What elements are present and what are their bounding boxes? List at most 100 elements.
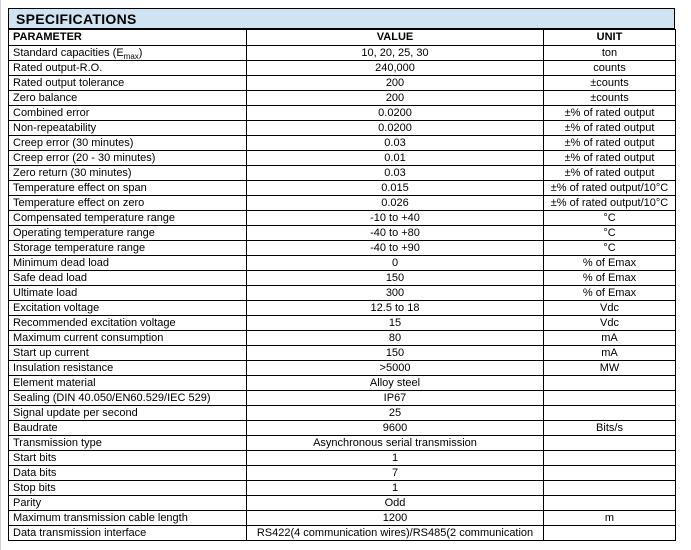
value-cell: 25 bbox=[246, 405, 544, 421]
table-row: Operating temperature range -40 to +80 °… bbox=[8, 225, 676, 241]
unit-cell: % of Emax bbox=[543, 285, 676, 301]
table-row: Standard capacities (Emax) 10, 20, 25, 3… bbox=[8, 45, 676, 61]
table-row: Temperature effect on span 0.015 ±% of r… bbox=[8, 180, 676, 196]
unit-cell: ±% of rated output bbox=[543, 105, 676, 121]
param-cell: Excitation voltage bbox=[8, 300, 247, 316]
spec-table-body: Standard capacities (Emax) 10, 20, 25, 3… bbox=[8, 45, 676, 541]
table-row: Rated output-R.O. 240,000 counts bbox=[8, 60, 676, 76]
specifications-section: SPECIFICATIONS PARAMETER VALUE UNIT Stan… bbox=[8, 8, 676, 541]
table-row: Ultimate load 300 % of Emax bbox=[8, 285, 676, 301]
table-row: Parity Odd bbox=[8, 495, 676, 511]
table-row: Stop bits 1 bbox=[8, 480, 676, 496]
table-row: Maximum transmission cable length 1200 m bbox=[8, 510, 676, 526]
specifications-title: SPECIFICATIONS bbox=[16, 10, 137, 27]
table-row: Minimum dead load 0 % of Emax bbox=[8, 255, 676, 271]
value-cell: 0.01 bbox=[246, 150, 544, 166]
param-cell: Zero balance bbox=[8, 90, 247, 106]
param-cell: Non-repeatability bbox=[8, 120, 247, 136]
param-cell: Insulation resistance bbox=[8, 360, 247, 376]
unit-cell: °C bbox=[543, 225, 676, 241]
table-row: Zero balance 200 ±counts bbox=[8, 90, 676, 106]
value-cell: 9600 bbox=[246, 420, 544, 436]
value-cell: -40 to +80 bbox=[246, 225, 544, 241]
param-cell: Rated output-R.O. bbox=[8, 60, 247, 76]
unit-cell: ±% of rated output bbox=[543, 150, 676, 166]
unit-cell bbox=[543, 375, 676, 391]
param-cell: Creep error (20 - 30 minutes) bbox=[8, 150, 247, 166]
unit-cell bbox=[543, 435, 676, 451]
table-row: Temperature effect on zero 0.026 ±% of r… bbox=[8, 195, 676, 211]
value-cell: 240,000 bbox=[246, 60, 544, 76]
value-cell: 1200 bbox=[246, 510, 544, 526]
value-cell: 0.015 bbox=[246, 180, 544, 196]
param-cell: Start bits bbox=[8, 450, 247, 466]
specifications-header: SPECIFICATIONS bbox=[8, 8, 675, 29]
unit-cell: ±% of rated output/10°C bbox=[543, 180, 676, 196]
unit-cell: counts bbox=[543, 60, 676, 76]
unit-cell: Vdc bbox=[543, 315, 676, 331]
value-cell: 0.03 bbox=[246, 135, 544, 151]
unit-cell: Bits/s bbox=[543, 420, 676, 436]
table-row: Safe dead load 150 % of Emax bbox=[8, 270, 676, 286]
table-row: Rated output tolerance 200 ±counts bbox=[8, 75, 676, 91]
param-cell: Compensated temperature range bbox=[8, 210, 247, 226]
unit-cell: Vdc bbox=[543, 300, 676, 316]
param-cell: Temperature effect on span bbox=[8, 180, 247, 196]
unit-cell: m bbox=[543, 510, 676, 526]
param-cell: Combined error bbox=[8, 105, 247, 121]
table-row: Creep error (30 minutes) 0.03 ±% of rate… bbox=[8, 135, 676, 151]
table-row: Data bits 7 bbox=[8, 465, 676, 481]
unit-cell bbox=[543, 525, 676, 541]
table-row: Recommended excitation voltage 15 Vdc bbox=[8, 315, 676, 331]
param-cell: Sealing (DIN 40.050/EN60.529/IEC 529) bbox=[8, 390, 247, 406]
value-cell: RS422(4 communication wires)/RS485(2 com… bbox=[246, 525, 544, 541]
table-row: Excitation voltage 12.5 to 18 Vdc bbox=[8, 300, 676, 316]
specifications-table: PARAMETER VALUE UNIT Standard capacities… bbox=[8, 29, 676, 541]
header-row: PARAMETER VALUE UNIT bbox=[8, 29, 676, 46]
table-row: Creep error (20 - 30 minutes) 0.01 ±% of… bbox=[8, 150, 676, 166]
unit-cell: °C bbox=[543, 240, 676, 256]
table-row: Sealing (DIN 40.050/EN60.529/IEC 529) IP… bbox=[8, 390, 676, 406]
param-cell: Safe dead load bbox=[8, 270, 247, 286]
table-row: Signal update per second 25 bbox=[8, 405, 676, 421]
value-cell: 0.0200 bbox=[246, 105, 544, 121]
param-cell: Data bits bbox=[8, 465, 247, 481]
value-cell: Odd bbox=[246, 495, 544, 511]
param-cell: Stop bits bbox=[8, 480, 247, 496]
value-cell: 200 bbox=[246, 75, 544, 91]
unit-cell bbox=[543, 390, 676, 406]
param-cell: Rated output tolerance bbox=[8, 75, 247, 91]
column-header-value: VALUE bbox=[246, 29, 544, 46]
param-cell: Creep error (30 minutes) bbox=[8, 135, 247, 151]
value-cell: 0.026 bbox=[246, 195, 544, 211]
unit-cell bbox=[543, 495, 676, 511]
unit-cell: mA bbox=[543, 330, 676, 346]
unit-cell bbox=[543, 480, 676, 496]
column-header-unit: UNIT bbox=[543, 29, 676, 46]
value-cell: Asynchronous serial transmission bbox=[246, 435, 544, 451]
param-cell: Standard capacities (Emax) bbox=[8, 45, 247, 61]
unit-cell bbox=[543, 465, 676, 481]
value-cell: 10, 20, 25, 30 bbox=[246, 45, 544, 61]
value-cell: >5000 bbox=[246, 360, 544, 376]
param-cell: Maximum current consumption bbox=[8, 330, 247, 346]
table-row: Non-repeatability 0.0200 ±% of rated out… bbox=[8, 120, 676, 136]
unit-cell bbox=[543, 450, 676, 466]
value-cell: 15 bbox=[246, 315, 544, 331]
value-cell: 7 bbox=[246, 465, 544, 481]
value-cell: 150 bbox=[246, 270, 544, 286]
param-cell: Signal update per second bbox=[8, 405, 247, 421]
spec-table-head: PARAMETER VALUE UNIT bbox=[8, 29, 676, 46]
unit-cell: ±counts bbox=[543, 75, 676, 91]
unit-cell: mA bbox=[543, 345, 676, 361]
unit-cell: ton bbox=[543, 45, 676, 61]
value-cell: 1 bbox=[246, 450, 544, 466]
param-cell: Start up current bbox=[8, 345, 247, 361]
table-row: Data transmission interface RS422(4 comm… bbox=[8, 525, 676, 541]
unit-cell: MW bbox=[543, 360, 676, 376]
value-cell: -10 to +40 bbox=[246, 210, 544, 226]
value-cell: 0.0200 bbox=[246, 120, 544, 136]
param-cell: Operating temperature range bbox=[8, 225, 247, 241]
unit-cell: ±% of rated output bbox=[543, 120, 676, 136]
value-cell: 300 bbox=[246, 285, 544, 301]
